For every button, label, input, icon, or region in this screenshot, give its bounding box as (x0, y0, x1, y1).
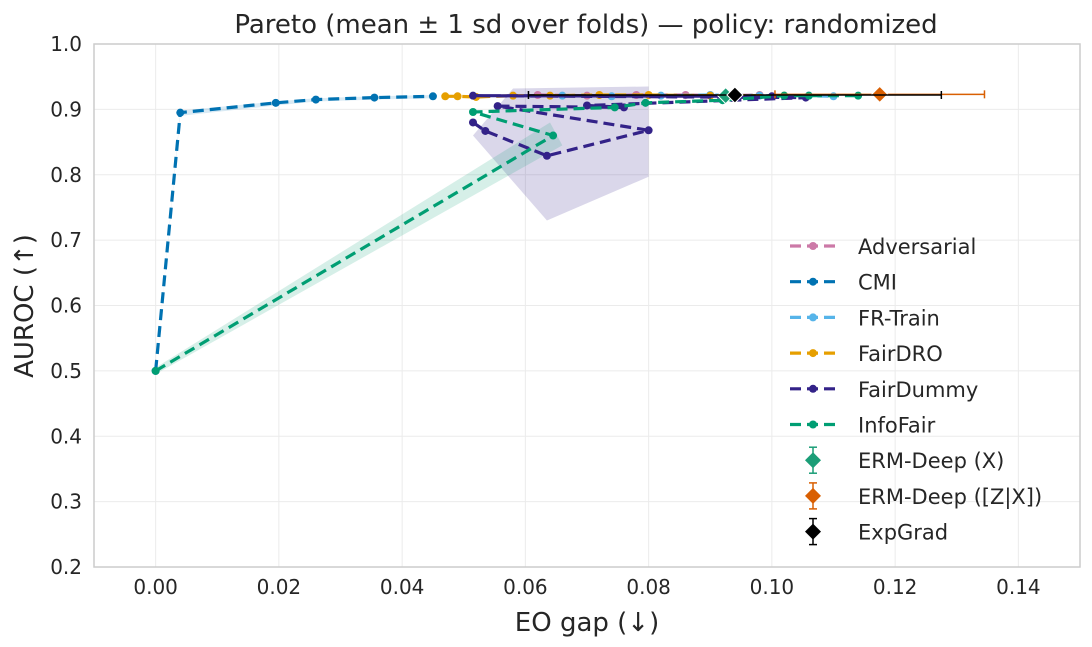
legend-fairdummy-marker (809, 384, 817, 393)
fairdro-point (453, 92, 462, 101)
y-axis-label: AUROC (↑) (10, 234, 40, 378)
x-tick-label: 0.10 (750, 575, 795, 599)
x-tick-label: 0.02 (257, 575, 302, 599)
infofair-point (549, 131, 558, 140)
infofair-point (610, 103, 619, 112)
legend-fairdro-label: FairDRO (858, 342, 943, 366)
expgrad-marker (726, 86, 744, 104)
fairdummy-line (471, 94, 808, 158)
fairdummy-point (468, 91, 477, 100)
legend-adversarial-marker (809, 242, 817, 250)
cmi-point (311, 95, 320, 104)
fairdummy-point (468, 118, 477, 127)
cmi-point (271, 98, 280, 107)
y-tick-label: 0.9 (50, 97, 82, 121)
x-tick-label: 0.00 (133, 575, 178, 599)
legend-cmi-marker (809, 277, 817, 286)
legend-erm-deep-z-x-marker (805, 487, 821, 504)
y-tick-label: 0.2 (50, 555, 82, 579)
legend-fr-train-marker (809, 313, 817, 322)
chart-title: Pareto (mean ± 1 sd over folds) — policy… (234, 10, 937, 40)
fairdummy-point (583, 101, 591, 110)
cmi-point (428, 92, 437, 101)
x-tick-label: 0.14 (996, 575, 1041, 599)
fairdro-point (441, 92, 450, 101)
y-tick-label: 0.6 (50, 294, 82, 318)
fairdummy-point (493, 102, 502, 111)
fairdummy-point (542, 151, 551, 160)
axis-ticks: 0.00 0.02 0.04 0.06 0.08 0.10 0.12 0.14 0.2 0.3 0.… (50, 32, 1040, 599)
y-tick-label: 0.8 (50, 163, 82, 187)
fairdummy-point (644, 126, 653, 135)
x-tick-label: 0.08 (626, 575, 671, 599)
legend-expgrad-label: ExpGrad (858, 521, 948, 545)
plot-frame (93, 43, 1081, 568)
legend-erm-deep-z-x-label: ERM-Deep ([Z|X]) (858, 485, 1042, 510)
legend-fr-train-label: FR-Train (858, 306, 940, 330)
y-tick-label: 0.7 (50, 228, 82, 252)
legend-infofair-label: InfoFair (858, 414, 936, 438)
cmi-point (176, 108, 185, 117)
x-tick-label: 0.06 (503, 575, 548, 599)
x-tick-label: 0.04 (380, 575, 425, 599)
legend-erm-deep-x-label: ERM-Deep (X) (858, 449, 1004, 473)
legend-fairdro-marker (809, 349, 817, 358)
legend-erm-deep-x-marker (805, 452, 821, 469)
infofair-band (155, 122, 563, 375)
legend-adversarial-label: Adversarial (858, 235, 976, 259)
infofair-point (151, 366, 160, 375)
legend: Adversarial CMI FR-Train FairDRO FairDummy In… (790, 235, 1042, 546)
cmi-line (154, 94, 433, 372)
y-tick-label: 0.4 (50, 424, 82, 448)
legend-cmi-label: CMI (858, 271, 897, 295)
error-bar-points (527, 85, 986, 105)
x-tick-label: 0.12 (873, 575, 918, 599)
cmi-point (370, 93, 379, 102)
infofair-point (468, 107, 477, 116)
infofair-point (641, 98, 650, 107)
y-tick-label: 0.5 (50, 359, 82, 383)
legend-infofair-marker (809, 420, 817, 429)
legend-fairdummy-label: FairDummy (858, 378, 978, 402)
y-tick-label: 1.0 (50, 32, 82, 56)
y-tick-label: 0.3 (50, 490, 82, 514)
fairdummy-point (481, 126, 490, 135)
legend-expgrad-marker (805, 523, 821, 540)
x-axis-label: EO gap (↓) (515, 608, 659, 638)
